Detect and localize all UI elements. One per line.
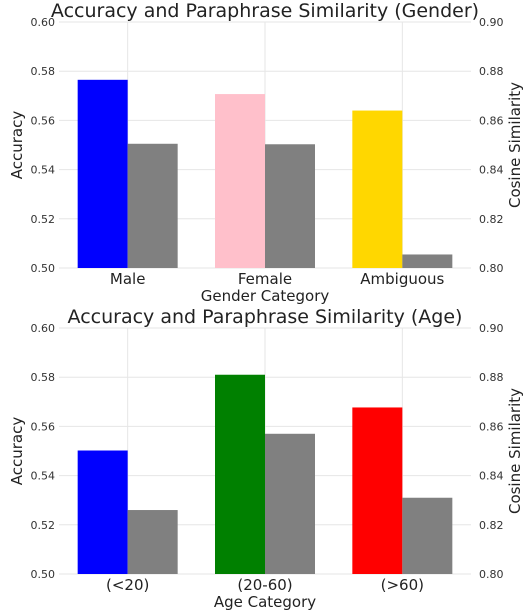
bar-accuracy-2 — [352, 110, 403, 268]
y2-tick-label: 0.80 — [479, 262, 504, 275]
chart-title: Accuracy and Paraphrase Similarity (Gend… — [51, 0, 479, 22]
x-tick-label: (20-60) — [237, 576, 292, 594]
y-tick-label: 0.60 — [31, 322, 56, 335]
x-tick-label: Male — [110, 270, 146, 288]
y2-tick-label: 0.82 — [479, 519, 504, 532]
x-tick-label: (<20) — [106, 576, 149, 594]
y2-tick-label: 0.88 — [479, 371, 504, 384]
y-tick-label: 0.58 — [31, 371, 56, 384]
bar-accuracy-2 — [352, 407, 403, 574]
y-tick-label: 0.52 — [31, 519, 56, 532]
x-tick-label: Ambiguous — [360, 270, 444, 288]
bar-accuracy-0 — [77, 79, 128, 268]
y2-tick-label: 0.86 — [479, 114, 504, 127]
y2-tick-label: 0.84 — [479, 470, 504, 483]
y2-tick-label: 0.90 — [479, 322, 504, 335]
x-tick-label: (>60) — [381, 576, 424, 594]
y2-axis-label: Cosine Similarity — [506, 388, 524, 514]
bar-similarity-2 — [402, 254, 453, 268]
y-tick-label: 0.50 — [31, 262, 56, 275]
bar-accuracy-1 — [215, 374, 265, 574]
bar-similarity-1 — [265, 144, 315, 268]
chart-title: Accuracy and Paraphrase Similarity (Age) — [68, 306, 463, 328]
y2-tick-label: 0.90 — [479, 16, 504, 29]
y2-tick-label: 0.86 — [479, 420, 504, 433]
y-tick-label: 0.60 — [31, 16, 56, 29]
y-tick-label: 0.52 — [31, 213, 56, 226]
bar-similarity-2 — [402, 497, 453, 574]
bar-accuracy-0 — [77, 450, 128, 574]
x-axis-label: Age Category — [214, 593, 316, 610]
bar-similarity-0 — [127, 143, 178, 268]
bar-accuracy-1 — [215, 94, 265, 268]
y-tick-label: 0.54 — [31, 164, 56, 177]
y-tick-label: 0.56 — [31, 114, 56, 127]
bar-similarity-0 — [127, 510, 178, 574]
y-tick-label: 0.58 — [31, 65, 56, 78]
y2-tick-label: 0.88 — [479, 65, 504, 78]
x-axis-label: Gender Category — [201, 287, 330, 305]
y2-tick-label: 0.82 — [479, 213, 504, 226]
y2-tick-label: 0.84 — [479, 164, 504, 177]
y-tick-label: 0.50 — [31, 568, 56, 581]
y2-tick-label: 0.80 — [479, 568, 504, 581]
x-tick-label: Female — [238, 270, 292, 288]
y-axis-label: Accuracy — [8, 111, 26, 180]
y2-axis-label: Cosine Similarity — [506, 82, 524, 208]
y-axis-label: Accuracy — [8, 417, 26, 486]
y-tick-label: 0.54 — [31, 470, 56, 483]
y-tick-label: 0.56 — [31, 420, 56, 433]
bar-similarity-1 — [265, 433, 315, 574]
